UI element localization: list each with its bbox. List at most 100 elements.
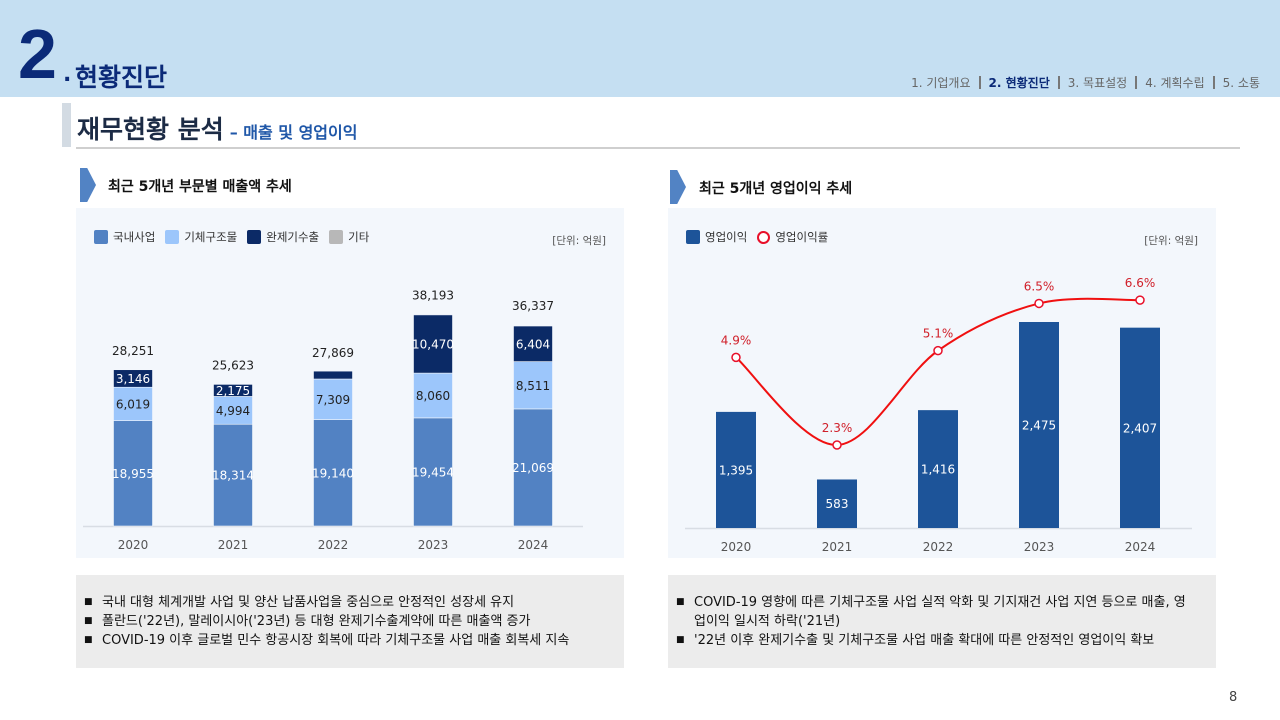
margin-label: 6.5% — [1024, 279, 1055, 293]
bar-segment — [113, 420, 153, 527]
legend-swatch — [247, 230, 262, 244]
chapter-dot: . — [63, 62, 72, 87]
x-tick-label: 2024 — [518, 538, 549, 552]
bar-segment — [413, 314, 453, 374]
bar-label: 3,146 — [116, 372, 150, 386]
note-text: COVID-19 이후 글로벌 민수 항공시장 회복에 따라 기체구조물 사업 … — [102, 633, 570, 648]
x-tick-label: 2022 — [318, 538, 349, 552]
page-number: 8 — [1229, 690, 1238, 705]
chapter-number: 2 — [18, 15, 57, 93]
note-item: ■ COVID-19 영향에 따른 기체구조물 사업 실적 악화 및 기지재건 사… — [674, 593, 1216, 631]
profit-legend: 영업이익 영업이익률 — [686, 229, 828, 245]
legend-swatch — [94, 230, 108, 244]
arrow-icon — [670, 170, 686, 204]
profit-bar — [918, 410, 958, 528]
bar-segment — [213, 384, 253, 397]
bullet-icon: ■ — [676, 597, 685, 607]
profit-bar — [1019, 322, 1059, 528]
total-label: 38,193 — [412, 289, 454, 303]
bar-segment — [513, 325, 553, 362]
chapter-nav: 1. 기업개요 2. 현황진단 3. 목표설정 4. 계획수립 5. 소통 — [903, 74, 1268, 91]
section-divider — [76, 147, 1240, 149]
x-tick-label: 2024 — [1125, 540, 1156, 554]
legend-label: 기타 — [348, 230, 370, 244]
note-item: ■ 국내 대형 체계개발 사업 및 양산 납품사업을 중심으로 안정적인 성장세 … — [82, 593, 624, 612]
nav-item-3[interactable]: 3. 목표설정 — [1067, 76, 1128, 90]
bar-label: 6,019 — [116, 397, 150, 411]
bar-label: 19,140 — [312, 466, 354, 480]
nav-divider — [1212, 76, 1215, 89]
unit-label: [단위: 억원] — [1144, 235, 1198, 247]
bullet-icon: ■ — [84, 635, 93, 645]
nav-divider — [1135, 76, 1138, 89]
margin-label: 6.6% — [1125, 276, 1156, 290]
note-item: ■ 폴란드('22년), 말레이시아('23년) 등 대형 완제기수출계약에 따른… — [82, 612, 624, 631]
x-tick-label: 2021 — [822, 540, 853, 554]
margin-label: 5.1% — [923, 327, 954, 341]
note-item: ■ COVID-19 이후 글로벌 민수 항공시장 회복에 따라 기체구조물 사업… — [82, 631, 624, 650]
chapter-title: 현황진단 — [75, 63, 168, 92]
profit-chart: 1,395 2020 583 2021 1,416 2022 2,475 2023 2,407 2… — [685, 276, 1192, 554]
bar-segment — [413, 372, 453, 419]
nav-item-2[interactable]: 2. 현황진단 — [988, 76, 1050, 90]
margin-label: 4.9% — [721, 333, 752, 347]
bar-segment — [313, 378, 353, 420]
section-subtitle: – 매출 및 영업이익 — [229, 123, 358, 142]
nav-item-4[interactable]: 4. 계획수립 — [1145, 76, 1205, 90]
profit-bar — [716, 411, 756, 528]
bar-label: 1,416 — [921, 463, 955, 477]
legend-label: 국내사업 — [113, 230, 156, 244]
profit-bar — [817, 479, 857, 528]
margin-point — [1135, 295, 1145, 305]
left-notes: ■ 국내 대형 체계개발 사업 및 양산 납품사업을 중심으로 안정적인 성장세 … — [76, 575, 624, 668]
bar-label: 2,175 — [216, 384, 250, 398]
sales-chart-panel: 국내사업 기체구조물 완제기수출 기타 [단위: 억원] 18,955 6,019… — [76, 208, 624, 558]
right-notes: ■ COVID-19 영향에 따른 기체구조물 사업 실적 악화 및 기지재건 사… — [668, 575, 1216, 668]
note-item: ■ '22년 이후 완제기수출 및 기체구조물 사업 매출 확대에 따른 안정적인… — [674, 631, 1216, 650]
section-title-text: 재무현황 분석 — [77, 115, 224, 144]
nav-item-5[interactable]: 5. 소통 — [1222, 76, 1260, 90]
bar-label: 4,994 — [216, 404, 250, 418]
margin-label: 2.3% — [822, 421, 853, 435]
total-label: 25,623 — [212, 359, 254, 373]
bullet-icon: ■ — [84, 597, 93, 607]
right-heading: 최근 5개년 영업이익 추세 — [699, 181, 853, 197]
bar-label: 18,955 — [112, 467, 154, 481]
margin-point — [933, 345, 943, 356]
bullet-icon: ■ — [676, 635, 685, 645]
legend-label: 영업이익률 — [775, 230, 829, 244]
x-tick-label: 2020 — [721, 540, 752, 554]
total-label: 36,337 — [512, 299, 554, 313]
legend-item: 영업이익 — [686, 229, 747, 245]
total-label: 27,869 — [312, 346, 354, 360]
bar-label: 583 — [826, 497, 849, 511]
note-text: 폴란드('22년), 말레이시아('23년) 등 대형 완제기수출계약에 따른 … — [102, 614, 531, 629]
bar-label: 21,069 — [512, 461, 554, 475]
legend-item: 기체구조물 — [165, 229, 237, 245]
bar-label: 19,454 — [412, 465, 454, 479]
legend-label: 완제기수출 — [266, 230, 320, 244]
bar-segment — [213, 396, 253, 425]
legend-swatch — [686, 230, 700, 244]
bar-label: 6,404 — [516, 337, 550, 351]
bar-label: 8,511 — [516, 379, 550, 393]
bar-segment — [213, 423, 253, 527]
bar-segment — [313, 419, 353, 527]
nav-divider — [978, 76, 981, 89]
left-heading: 최근 5개년 부문별 매출액 추세 — [108, 179, 292, 195]
x-tick-label: 2020 — [118, 538, 149, 552]
margin-point — [1034, 298, 1044, 309]
profit-chart-panel: 영업이익 영업이익률 [단위: 억원] 1,395 2020 583 2021 1,41… — [668, 208, 1216, 558]
bar-segment — [513, 361, 553, 410]
note-text: 국내 대형 체계개발 사업 및 양산 납품사업을 중심으로 안정적인 성장세 유… — [102, 595, 515, 610]
legend-item: 완제기수출 — [247, 229, 319, 245]
margin-point — [832, 440, 842, 450]
x-tick-label: 2022 — [923, 540, 954, 554]
unit-label: [단위: 억원] — [552, 235, 606, 247]
bar-label: 2,407 — [1123, 421, 1157, 435]
bullet-icon: ■ — [84, 616, 93, 626]
x-tick-label: 2023 — [418, 538, 449, 552]
nav-item-1[interactable]: 1. 기업개요 — [911, 76, 971, 90]
x-tick-label: 2023 — [1024, 540, 1055, 554]
bar-label: 2,475 — [1022, 419, 1056, 433]
